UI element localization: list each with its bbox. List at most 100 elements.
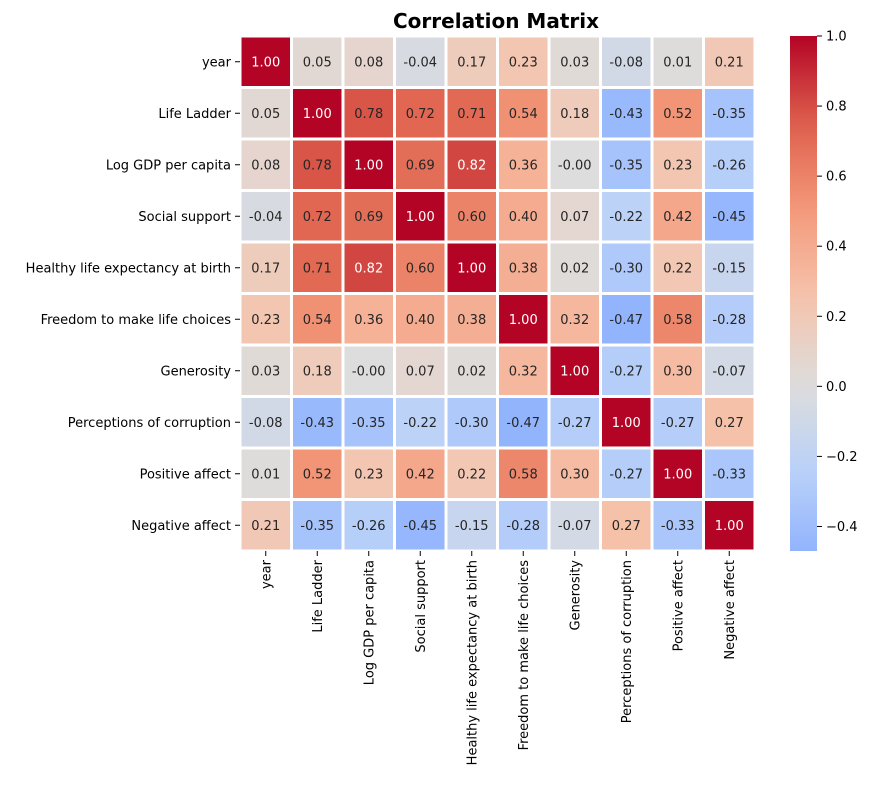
cell-value-label: 0.03 (251, 364, 280, 379)
cell-value-label: 0.07 (406, 364, 435, 379)
y-tick-label: Healthy life expectancy at birth (26, 261, 231, 276)
cell-value-label: 0.78 (303, 158, 332, 173)
cell-value-label: -0.47 (609, 313, 643, 328)
cell-value-label: -0.33 (661, 519, 695, 534)
x-tick-label: Healthy life expectancy at birth (465, 560, 480, 765)
cell-value-label: -0.22 (403, 416, 437, 431)
heatmap-cell (290, 395, 345, 450)
heatmap-cell (650, 292, 705, 347)
heatmap-cell (599, 240, 654, 295)
cell-value-label: -0.26 (712, 158, 746, 173)
cell-value-label: -0.45 (403, 519, 437, 534)
x-tick-label: Life Ladder (311, 559, 326, 632)
cell-value-label: 0.42 (406, 467, 435, 482)
cell-value-label: 0.18 (560, 107, 589, 122)
cell-value-label: 1.00 (303, 107, 332, 122)
colorbar-tick-label: 0.0 (826, 380, 847, 395)
cell-value-label: 0.58 (663, 313, 692, 328)
cell-value-label: 0.36 (354, 313, 383, 328)
colorbar-tick-label: −0.2 (826, 450, 858, 465)
heatmap-cell (238, 292, 293, 347)
x-tick-label: year (259, 559, 274, 589)
cell-value-label: 0.40 (509, 210, 538, 225)
heatmap-cell (547, 137, 602, 192)
cell-value-label: 0.01 (663, 55, 692, 70)
cell-value-label: 0.69 (406, 158, 435, 173)
cell-value-label: 0.60 (406, 261, 435, 276)
cell-value-label: -0.15 (712, 261, 746, 276)
cell-value-label: 0.30 (560, 467, 589, 482)
cell-value-label: 1.00 (251, 55, 280, 70)
heatmap-cell (496, 343, 551, 398)
cell-value-label: -0.07 (712, 364, 746, 379)
cell-value-label: 1.00 (457, 261, 486, 276)
cell-value-label: 0.23 (663, 158, 692, 173)
cell-value-label: 0.30 (663, 364, 692, 379)
y-tick-label: Negative affect (131, 519, 231, 534)
colorbar-tick-label: 0.2 (826, 310, 847, 325)
cell-value-label: -0.08 (249, 416, 283, 431)
x-tick-label: Freedom to make life choices (517, 560, 532, 751)
cell-value-label: 0.05 (303, 55, 332, 70)
heatmap-value-labels: 1.00 0.05 0.08 -0.04 0.17 0.23 0.03 -0.08 0.01 0.… (249, 55, 746, 534)
cell-value-label: 0.27 (612, 519, 641, 534)
x-tick-label: Perceptions of corruption (620, 560, 635, 723)
cell-value-label: -0.27 (609, 467, 643, 482)
cell-value-label: 1.00 (663, 467, 692, 482)
cell-value-label: 0.21 (715, 55, 744, 70)
cell-value-label: 0.23 (251, 313, 280, 328)
cell-value-label: 0.60 (457, 210, 486, 225)
cell-value-label: 0.18 (303, 364, 332, 379)
heatmap-cell (496, 189, 551, 244)
cell-value-label: 0.71 (303, 261, 332, 276)
y-tick-label: Perceptions of corruption (68, 416, 231, 431)
x-tick-label: Log GDP per capita (362, 560, 377, 685)
y-tick-label: Log GDP per capita (106, 158, 231, 173)
cell-value-label: 0.52 (663, 107, 692, 122)
heatmap-cell (393, 343, 448, 398)
y-tick-label: Generosity (161, 364, 232, 379)
cell-value-label: 0.58 (509, 467, 538, 482)
heatmap-cell (599, 498, 654, 553)
y-axis: year Life Ladder Log GDP per capita Social … (26, 55, 240, 534)
cell-value-label: -0.28 (712, 313, 746, 328)
cell-value-label: 1.00 (354, 158, 383, 173)
cell-value-label: -0.00 (558, 158, 592, 173)
cell-value-label: 0.07 (560, 210, 589, 225)
cell-value-label: -0.45 (712, 210, 746, 225)
cell-value-label: -0.15 (455, 519, 489, 534)
cell-value-label: 0.52 (303, 467, 332, 482)
heatmap-cell (650, 395, 705, 450)
heatmap-cell (393, 292, 448, 347)
cell-value-label: -0.04 (249, 210, 283, 225)
y-tick-label: Life Ladder (158, 107, 231, 122)
cell-value-label: -0.04 (403, 55, 437, 70)
colorbar-tick-label: 1.0 (826, 30, 847, 45)
cell-value-label: 0.82 (354, 261, 383, 276)
cell-value-label: 0.38 (509, 261, 538, 276)
heatmap-cell (290, 446, 345, 501)
heatmap-cell (702, 395, 757, 450)
colorbar: 1.0 0.8 0.6 0.4 0.2 0.0 −0.2 −0.4 (790, 30, 858, 551)
heatmap-cell (650, 446, 705, 501)
x-axis: year Life Ladder Log GDP per capita Social … (259, 551, 738, 765)
cell-value-label: -0.30 (609, 261, 643, 276)
chart-title: Correlation Matrix (393, 9, 599, 33)
heatmap-cell (599, 343, 654, 398)
cell-value-label: -0.43 (609, 107, 643, 122)
heatmap-cell (599, 446, 654, 501)
heatmap-cell (238, 343, 293, 398)
cell-value-label: 1.00 (715, 519, 744, 534)
colorbar-tick-label: 0.8 (826, 100, 847, 115)
cell-value-label: 0.22 (663, 261, 692, 276)
heatmap-cell (238, 189, 293, 244)
heatmap-cell (650, 86, 705, 141)
heatmap-cell (393, 395, 448, 450)
cell-value-label: -0.22 (609, 210, 643, 225)
cell-value-label: 0.71 (457, 107, 486, 122)
cell-value-label: 0.03 (560, 55, 589, 70)
heatmap-cell (650, 498, 705, 553)
x-tick-label: Generosity (568, 560, 583, 631)
